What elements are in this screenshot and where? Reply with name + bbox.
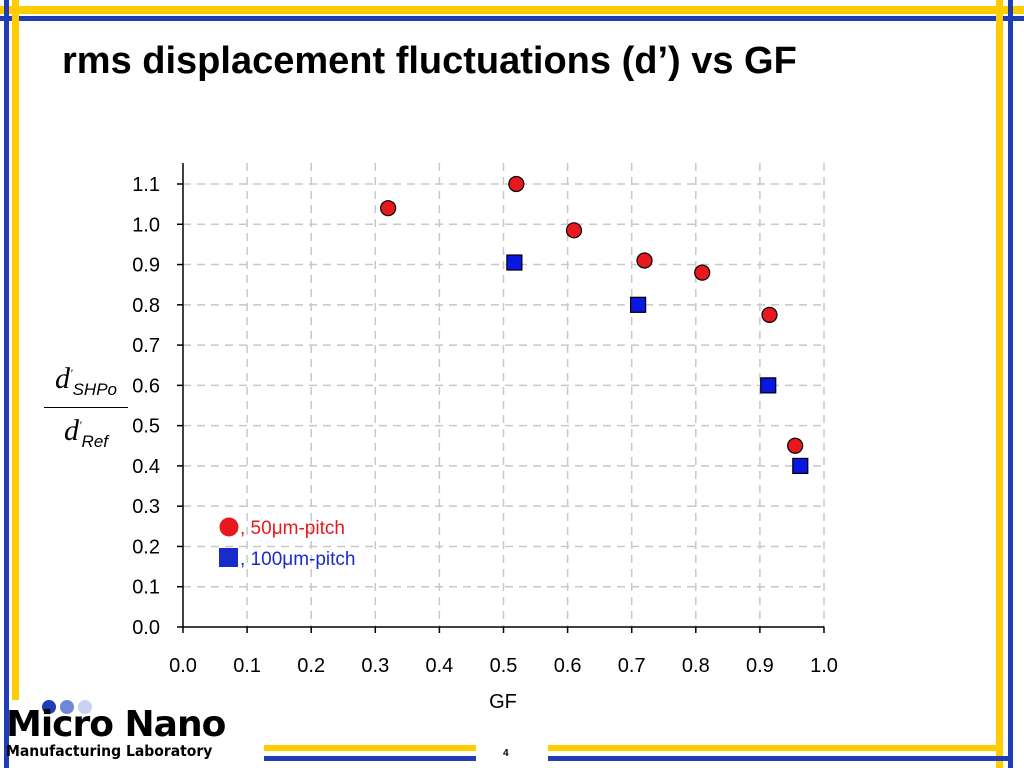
y-tick-label: 0.4 — [132, 456, 160, 478]
frame-left-yellow — [12, 0, 19, 700]
frame-right-blue — [1008, 0, 1013, 768]
data-point-50um — [565, 222, 583, 239]
frame-right-yellow — [996, 0, 1003, 768]
x-tick-label: 0.0 — [169, 655, 197, 677]
y-tick-label: 1.1 — [132, 174, 160, 196]
data-point-100um — [630, 296, 647, 313]
data-point-50um — [508, 175, 525, 193]
x-tick-label: 0.9 — [746, 655, 774, 677]
x-tick-label: 0.2 — [297, 655, 325, 677]
y-tick-label: 0.0 — [132, 617, 160, 639]
y-axis-label-denominator: d'Ref — [44, 407, 128, 459]
data-point-50um — [694, 264, 711, 281]
y-tick-label: 0.3 — [132, 496, 160, 518]
x-tick-label: 0.7 — [618, 655, 646, 677]
x-tick-label: 0.1 — [233, 655, 261, 677]
y-tick-label: 0.6 — [132, 375, 160, 397]
y-axis-label: d'SHPo d'Ref — [44, 356, 128, 459]
logo-text-line2: Manufacturing Laboratory — [6, 742, 213, 760]
logo-text-line1: Micro Nano — [6, 704, 226, 745]
y-tick-label: 0.9 — [132, 255, 160, 277]
frame-top-blue — [0, 16, 1024, 21]
data-point-50um — [636, 252, 653, 269]
y-axis-label-numerator: d'SHPo — [55, 362, 117, 399]
x-tick-label: 0.3 — [361, 655, 389, 677]
frame-left-blue — [4, 0, 9, 768]
x-tick-label: 0.6 — [554, 655, 582, 677]
data-point-100um — [506, 254, 523, 271]
y-tick-label: 0.1 — [132, 577, 160, 599]
legend-label-100um: , 100μm-pitch — [240, 549, 356, 570]
data-point-50um — [761, 306, 778, 323]
data-point-50um — [380, 200, 397, 217]
data-point-100um — [792, 457, 809, 475]
data-point-100um — [760, 377, 777, 394]
y-tick-label: 0.2 — [132, 536, 160, 558]
x-tick-label: 1.0 — [810, 655, 838, 677]
y-tick-label: 0.5 — [132, 416, 160, 438]
y-tick-label: 0.7 — [132, 335, 160, 357]
y-tick-label: 0.8 — [132, 295, 160, 317]
lab-logo: Micro Nano Manufacturing Laboratory — [4, 698, 266, 766]
frame-bottom-blue-right — [548, 756, 1013, 761]
legend-marker-50um — [219, 517, 239, 537]
frame-top-yellow — [0, 6, 1024, 14]
y-tick-label: 1.0 — [132, 214, 160, 236]
frame-bottom-yellow-left — [264, 745, 476, 751]
page-number: 4 — [503, 748, 509, 759]
x-tick-label: 0.5 — [490, 655, 518, 677]
frame-bottom-blue-left — [264, 756, 476, 761]
slide-title: rms displacement fluctuations (d’) vs GF — [62, 40, 797, 82]
legend-label-50um: , 50μm-pitch — [240, 518, 345, 539]
legend-marker-100um — [219, 548, 238, 567]
data-point-50um — [787, 437, 804, 454]
frame-bottom-yellow-right — [548, 745, 1003, 751]
x-tick-label: 0.8 — [682, 655, 710, 677]
x-tick-label: 0.4 — [425, 655, 453, 677]
x-axis-title: GF — [489, 691, 517, 713]
